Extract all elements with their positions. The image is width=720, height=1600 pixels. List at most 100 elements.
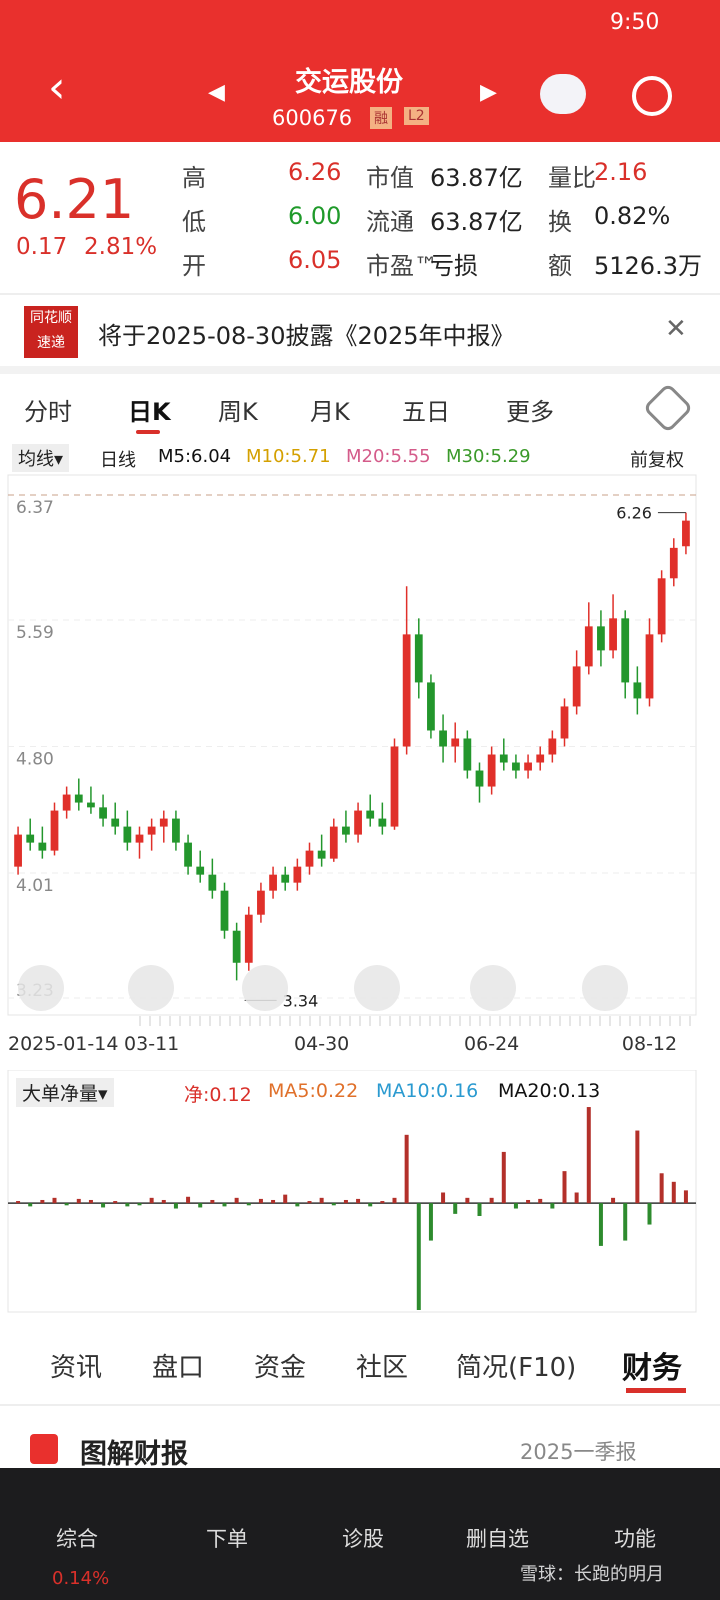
divider	[0, 366, 720, 374]
net-bar	[671, 1181, 676, 1204]
quote-value: 6.00	[288, 202, 342, 230]
nav-item[interactable]: 下单	[206, 1527, 248, 1551]
net-bar	[380, 1201, 385, 1204]
annotation: 3.34	[283, 991, 319, 1010]
divider	[0, 293, 720, 295]
net-bar	[683, 1190, 688, 1204]
zoom-in[interactable]	[128, 965, 174, 1011]
subtab[interactable]: 简况(F10)	[456, 1353, 577, 1383]
tab[interactable]: 日K	[128, 398, 171, 426]
nav-item[interactable]: 诊股	[342, 1527, 384, 1551]
net-bar	[489, 1197, 494, 1204]
settings[interactable]	[642, 382, 694, 434]
candle-body	[111, 818, 120, 827]
fullscreen[interactable]	[582, 965, 628, 1011]
bottom-nav	[0, 1468, 720, 1600]
candle-body	[244, 914, 253, 963]
quote-value: 2.16	[594, 158, 648, 186]
net-bar	[101, 1203, 106, 1208]
tab[interactable]: 月K	[310, 398, 350, 426]
candle-body	[669, 547, 678, 579]
candle-body	[172, 818, 180, 843]
zoom-out-left[interactable]	[18, 965, 64, 1011]
net-bar	[149, 1197, 154, 1204]
candle-body	[645, 634, 654, 699]
zoom-out[interactable]	[242, 965, 288, 1011]
candle-body	[62, 794, 71, 811]
candle-body	[451, 738, 460, 747]
candle-body	[293, 866, 302, 883]
left[interactable]	[354, 965, 400, 1011]
net-bar	[598, 1203, 603, 1246]
net-bar	[416, 1203, 421, 1310]
candle-body	[536, 754, 545, 763]
net-bar	[246, 1203, 251, 1206]
x-tick-label: 03-11	[124, 1033, 179, 1055]
quote-label: 开	[182, 252, 206, 280]
next[interactable]: ▶	[480, 80, 497, 105]
title: 交运股份	[295, 67, 403, 98]
candle-body	[524, 762, 532, 771]
prev[interactable]: ◀	[208, 80, 225, 105]
adjust[interactable]: 前复权	[630, 450, 684, 471]
search[interactable]	[632, 76, 672, 116]
watermark: 雪球：长跑的明月	[520, 1564, 664, 1585]
netflow-title: 大单净量	[22, 1083, 99, 1105]
close[interactable]: ✕	[665, 314, 687, 344]
net-bar	[161, 1199, 166, 1204]
badge: 融	[370, 107, 392, 129]
tab-indicator	[136, 430, 160, 434]
candle-body	[682, 520, 690, 547]
candle-body	[147, 826, 156, 835]
net-bar	[16, 1201, 21, 1204]
quote-label: 高	[182, 164, 206, 192]
candle-body	[196, 866, 205, 875]
section-title: 图解财报	[80, 1439, 188, 1470]
robot[interactable]	[540, 74, 586, 114]
ma-select[interactable]: 均线▾	[12, 444, 70, 472]
quote-label: 市盈™	[366, 252, 438, 280]
right[interactable]	[470, 965, 516, 1011]
report-icon	[30, 1434, 58, 1464]
net-bar	[574, 1192, 579, 1204]
tab[interactable]: 周K	[218, 398, 258, 426]
subtab[interactable]: 资金	[254, 1353, 307, 1383]
nav-item[interactable]: 删自选	[466, 1527, 529, 1551]
tab[interactable]: 更多	[506, 398, 554, 426]
net: 净:0.12	[184, 1084, 252, 1106]
subtab[interactable]: 资讯	[50, 1353, 103, 1383]
netflow-select[interactable]: 大单净量▾	[16, 1078, 114, 1107]
net-bar	[319, 1197, 324, 1204]
net-bar	[137, 1203, 142, 1206]
net-bar	[173, 1203, 178, 1209]
net-bar	[210, 1199, 215, 1204]
candle-body	[208, 874, 217, 891]
subtab[interactable]: 社区	[356, 1353, 409, 1383]
candle-body	[657, 578, 666, 635]
subtab[interactable]: 财务	[622, 1351, 682, 1386]
net-ma10: MA10:0.16	[376, 1080, 479, 1102]
candle-body	[463, 738, 472, 771]
change: 0.17	[16, 234, 68, 260]
section-period[interactable]: 2025一季报	[520, 1440, 637, 1464]
candle-body	[99, 807, 107, 819]
net-bar	[428, 1203, 433, 1241]
quote-value: 6.05	[288, 246, 342, 274]
nav-item[interactable]: 功能	[614, 1527, 656, 1551]
quote-label: 额	[548, 252, 572, 280]
net-ma20: MA20:0.13	[498, 1080, 601, 1102]
notice[interactable]: 将于2025-08-30披露《2025年中报》	[98, 322, 515, 350]
candle-body	[414, 634, 423, 683]
net-bar	[186, 1196, 191, 1204]
subtab[interactable]: 盘口	[152, 1353, 205, 1383]
candle-body	[269, 874, 277, 891]
ma10: M10:5.71	[246, 446, 331, 467]
net-bar	[28, 1203, 33, 1207]
net-bar	[623, 1203, 628, 1241]
tab[interactable]: 五日	[402, 398, 450, 426]
candle-body	[512, 762, 520, 771]
nav-item[interactable]: 综合	[56, 1527, 98, 1551]
back[interactable]: ‹	[48, 62, 66, 113]
net-bar	[477, 1203, 482, 1216]
tab[interactable]: 分时	[24, 398, 72, 426]
